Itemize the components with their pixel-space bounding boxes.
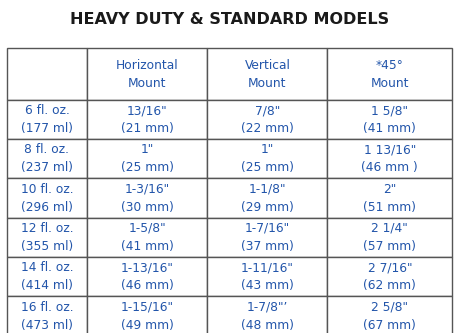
- Bar: [327, 257, 452, 296]
- Text: HEAVY DUTY & STANDARD MODELS: HEAVY DUTY & STANDARD MODELS: [70, 12, 389, 27]
- Bar: [207, 48, 327, 100]
- Text: 7/8"
(22 mm): 7/8" (22 mm): [241, 104, 294, 135]
- Bar: [207, 296, 327, 333]
- Text: 1-3/16"
(30 mm): 1-3/16" (30 mm): [121, 182, 174, 214]
- Bar: [327, 218, 452, 257]
- Text: 8 fl. oz.
(237 ml): 8 fl. oz. (237 ml): [21, 143, 73, 174]
- Bar: [87, 296, 207, 333]
- Text: 14 fl. oz.
(414 ml): 14 fl. oz. (414 ml): [21, 261, 73, 292]
- Bar: [87, 257, 207, 296]
- Text: 1-5/8"
(41 mm): 1-5/8" (41 mm): [121, 222, 174, 253]
- Text: 1-1/8"
(29 mm): 1-1/8" (29 mm): [241, 182, 294, 214]
- Bar: [207, 178, 327, 218]
- Text: 13/16"
(21 mm): 13/16" (21 mm): [121, 104, 174, 135]
- Text: 1"
(25 mm): 1" (25 mm): [241, 143, 294, 174]
- Bar: [7, 218, 87, 257]
- Text: *45°
Mount: *45° Mount: [370, 59, 409, 90]
- Bar: [7, 48, 87, 100]
- Text: 6 fl. oz.
(177 ml): 6 fl. oz. (177 ml): [21, 104, 73, 135]
- Bar: [7, 257, 87, 296]
- Text: 2 7/16"
(62 mm): 2 7/16" (62 mm): [364, 261, 416, 292]
- Text: 1-11/16"
(43 mm): 1-11/16" (43 mm): [241, 261, 294, 292]
- Bar: [207, 139, 327, 178]
- Text: 10 fl. oz.
(296 ml): 10 fl. oz. (296 ml): [21, 182, 73, 214]
- Bar: [327, 178, 452, 218]
- Text: 2 1/4"
(57 mm): 2 1/4" (57 mm): [363, 222, 416, 253]
- Bar: [327, 100, 452, 139]
- Bar: [207, 257, 327, 296]
- Text: 2 5/8"
(67 mm): 2 5/8" (67 mm): [364, 300, 416, 332]
- Bar: [327, 48, 452, 100]
- Bar: [7, 100, 87, 139]
- Bar: [7, 139, 87, 178]
- Text: 1 5/8"
(41 mm): 1 5/8" (41 mm): [364, 104, 416, 135]
- Text: 12 fl. oz.
(355 ml): 12 fl. oz. (355 ml): [21, 222, 73, 253]
- Text: 2"
(51 mm): 2" (51 mm): [363, 182, 416, 214]
- Bar: [7, 296, 87, 333]
- Bar: [87, 48, 207, 100]
- Text: 1-7/16"
(37 mm): 1-7/16" (37 mm): [241, 222, 294, 253]
- Text: Vertical
Mount: Vertical Mount: [244, 59, 290, 90]
- Text: 16 fl. oz.
(473 ml): 16 fl. oz. (473 ml): [21, 300, 73, 332]
- Text: 1"
(25 mm): 1" (25 mm): [121, 143, 174, 174]
- Bar: [87, 178, 207, 218]
- Text: 1-15/16"
(49 mm): 1-15/16" (49 mm): [121, 300, 174, 332]
- Bar: [87, 100, 207, 139]
- Bar: [327, 139, 452, 178]
- Bar: [327, 296, 452, 333]
- Text: 1-13/16"
(46 mm): 1-13/16" (46 mm): [121, 261, 174, 292]
- Bar: [207, 218, 327, 257]
- Text: 1 13/16"
(46 mm ): 1 13/16" (46 mm ): [361, 143, 418, 174]
- Bar: [87, 139, 207, 178]
- Text: Horizontal
Mount: Horizontal Mount: [116, 59, 179, 90]
- Text: 1-7/8"’
(48 mm): 1-7/8"’ (48 mm): [241, 300, 294, 332]
- Bar: [7, 178, 87, 218]
- Bar: [87, 218, 207, 257]
- Bar: [207, 100, 327, 139]
